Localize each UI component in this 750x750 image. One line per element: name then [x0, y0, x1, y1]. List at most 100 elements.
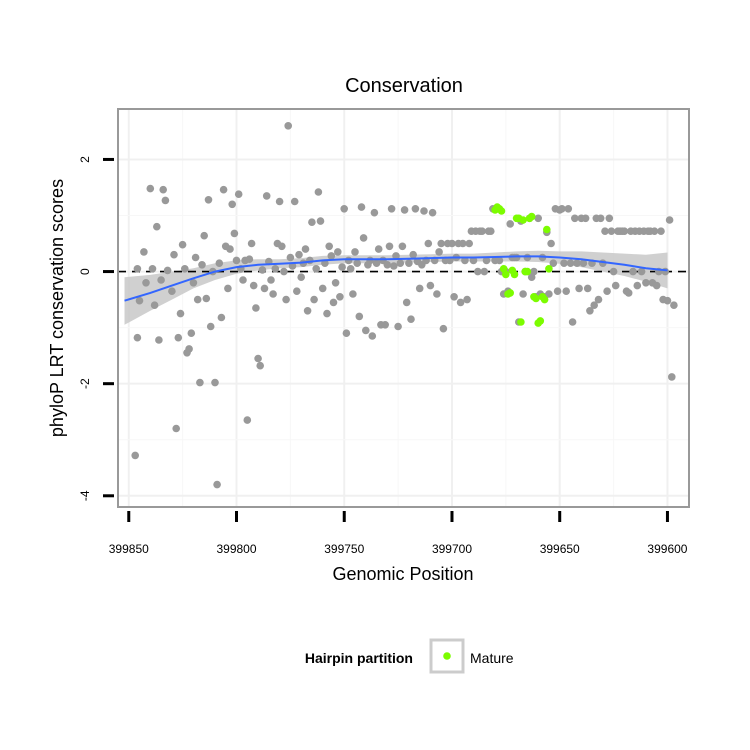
data-point-other [325, 242, 334, 251]
data-point-other [213, 480, 221, 489]
data-point-other [573, 259, 581, 268]
data-point-other [312, 265, 321, 273]
smooth-line-layer [124, 255, 668, 302]
data-point-other [254, 354, 262, 363]
legend: Hairpin partition Mature [305, 638, 514, 674]
data-point-other [170, 250, 178, 259]
data-point-other [478, 227, 486, 235]
data-point-other [558, 205, 566, 213]
data-point-other [239, 276, 247, 284]
data-point-other [652, 281, 661, 290]
data-point-other [609, 267, 618, 276]
data-point-other [252, 304, 260, 312]
data-point-other [336, 293, 344, 301]
plot-panel [117, 108, 690, 508]
y-tick-label: -4 [78, 490, 92, 501]
data-point-other [230, 229, 239, 238]
data-point-other [340, 205, 349, 213]
data-point-other [135, 296, 144, 305]
data-point-other [148, 265, 157, 273]
data-point-other [495, 256, 504, 265]
plot-panel-border [117, 108, 690, 508]
data-point-other [437, 239, 446, 248]
data-point-mature [502, 270, 510, 279]
chart-title: Conservation [345, 75, 463, 97]
data-point-other [549, 259, 558, 268]
data-point-other [215, 259, 224, 268]
data-point-other [650, 227, 659, 235]
data-point-other [306, 256, 314, 265]
data-point-other [665, 216, 674, 224]
x-axis-title: Genomic Position [332, 564, 473, 584]
data-point-other [366, 256, 374, 265]
data-point-other [405, 259, 413, 268]
legend-title: Hairpin partition [305, 650, 413, 666]
data-point-other [480, 267, 489, 276]
data-point-other [185, 345, 193, 353]
data-point-other [206, 322, 215, 331]
data-point-other [620, 227, 629, 235]
x-tick-label: 399850 [109, 542, 149, 556]
data-point-other [629, 267, 637, 276]
data-point-other [353, 259, 362, 268]
data-point-other [310, 295, 318, 304]
data-point-mature [540, 295, 549, 304]
data-point-other [374, 245, 383, 253]
data-point-other [140, 248, 148, 256]
data-point-other [459, 239, 467, 248]
data-point-other [301, 245, 310, 253]
data-point-other [174, 333, 183, 342]
data-point-other [142, 279, 150, 287]
data-point-other [198, 261, 206, 269]
data-point-other [189, 279, 198, 287]
data-point-other [176, 309, 185, 318]
data-point-other [284, 122, 293, 130]
data-point-other [271, 265, 280, 273]
data-point-other [385, 242, 394, 251]
data-point-other [168, 287, 176, 296]
data-point-other [435, 248, 443, 256]
data-point-other [583, 284, 592, 293]
data-point-other [663, 296, 672, 305]
data-point-other [456, 298, 465, 307]
data-point-other [157, 276, 165, 284]
data-point-other [396, 259, 405, 268]
data-point-mature [519, 216, 527, 224]
data-point-other [290, 197, 299, 206]
data-point-other [262, 192, 271, 200]
data-point-other [400, 206, 409, 214]
data-point-other [381, 321, 390, 329]
data-point-other [390, 262, 398, 270]
x-tick-label: 399600 [647, 542, 687, 556]
data-point-other [534, 214, 542, 223]
data-point-other [566, 259, 575, 268]
data-point-other [611, 281, 620, 290]
data-point-other [402, 298, 411, 307]
data-point-other [293, 287, 301, 296]
data-point-other [226, 245, 234, 253]
data-point-other [133, 265, 142, 273]
data-point-other [200, 231, 208, 240]
data-point-other [267, 276, 275, 284]
data-point-other [637, 267, 646, 276]
data-point-other [278, 242, 286, 251]
data-point-other [568, 318, 577, 326]
data-point-other [392, 252, 400, 260]
data-point-other [670, 301, 678, 310]
data-point-other [314, 188, 323, 196]
y-axis-title: phyloP LRT conservation scores [47, 179, 67, 437]
x-tick-label: 399800 [216, 542, 256, 556]
data-point-other [586, 307, 594, 315]
data-point-other [351, 248, 359, 256]
data-point-other [308, 218, 316, 226]
data-point-other [329, 298, 338, 307]
data-point-other [357, 203, 366, 211]
data-point-other [362, 326, 370, 335]
data-point-other [282, 295, 290, 304]
data-point-other [547, 239, 555, 248]
data-point-other [211, 378, 219, 387]
data-point-other [512, 253, 521, 262]
data-point-other [383, 261, 392, 269]
data-point-mature [536, 317, 545, 325]
